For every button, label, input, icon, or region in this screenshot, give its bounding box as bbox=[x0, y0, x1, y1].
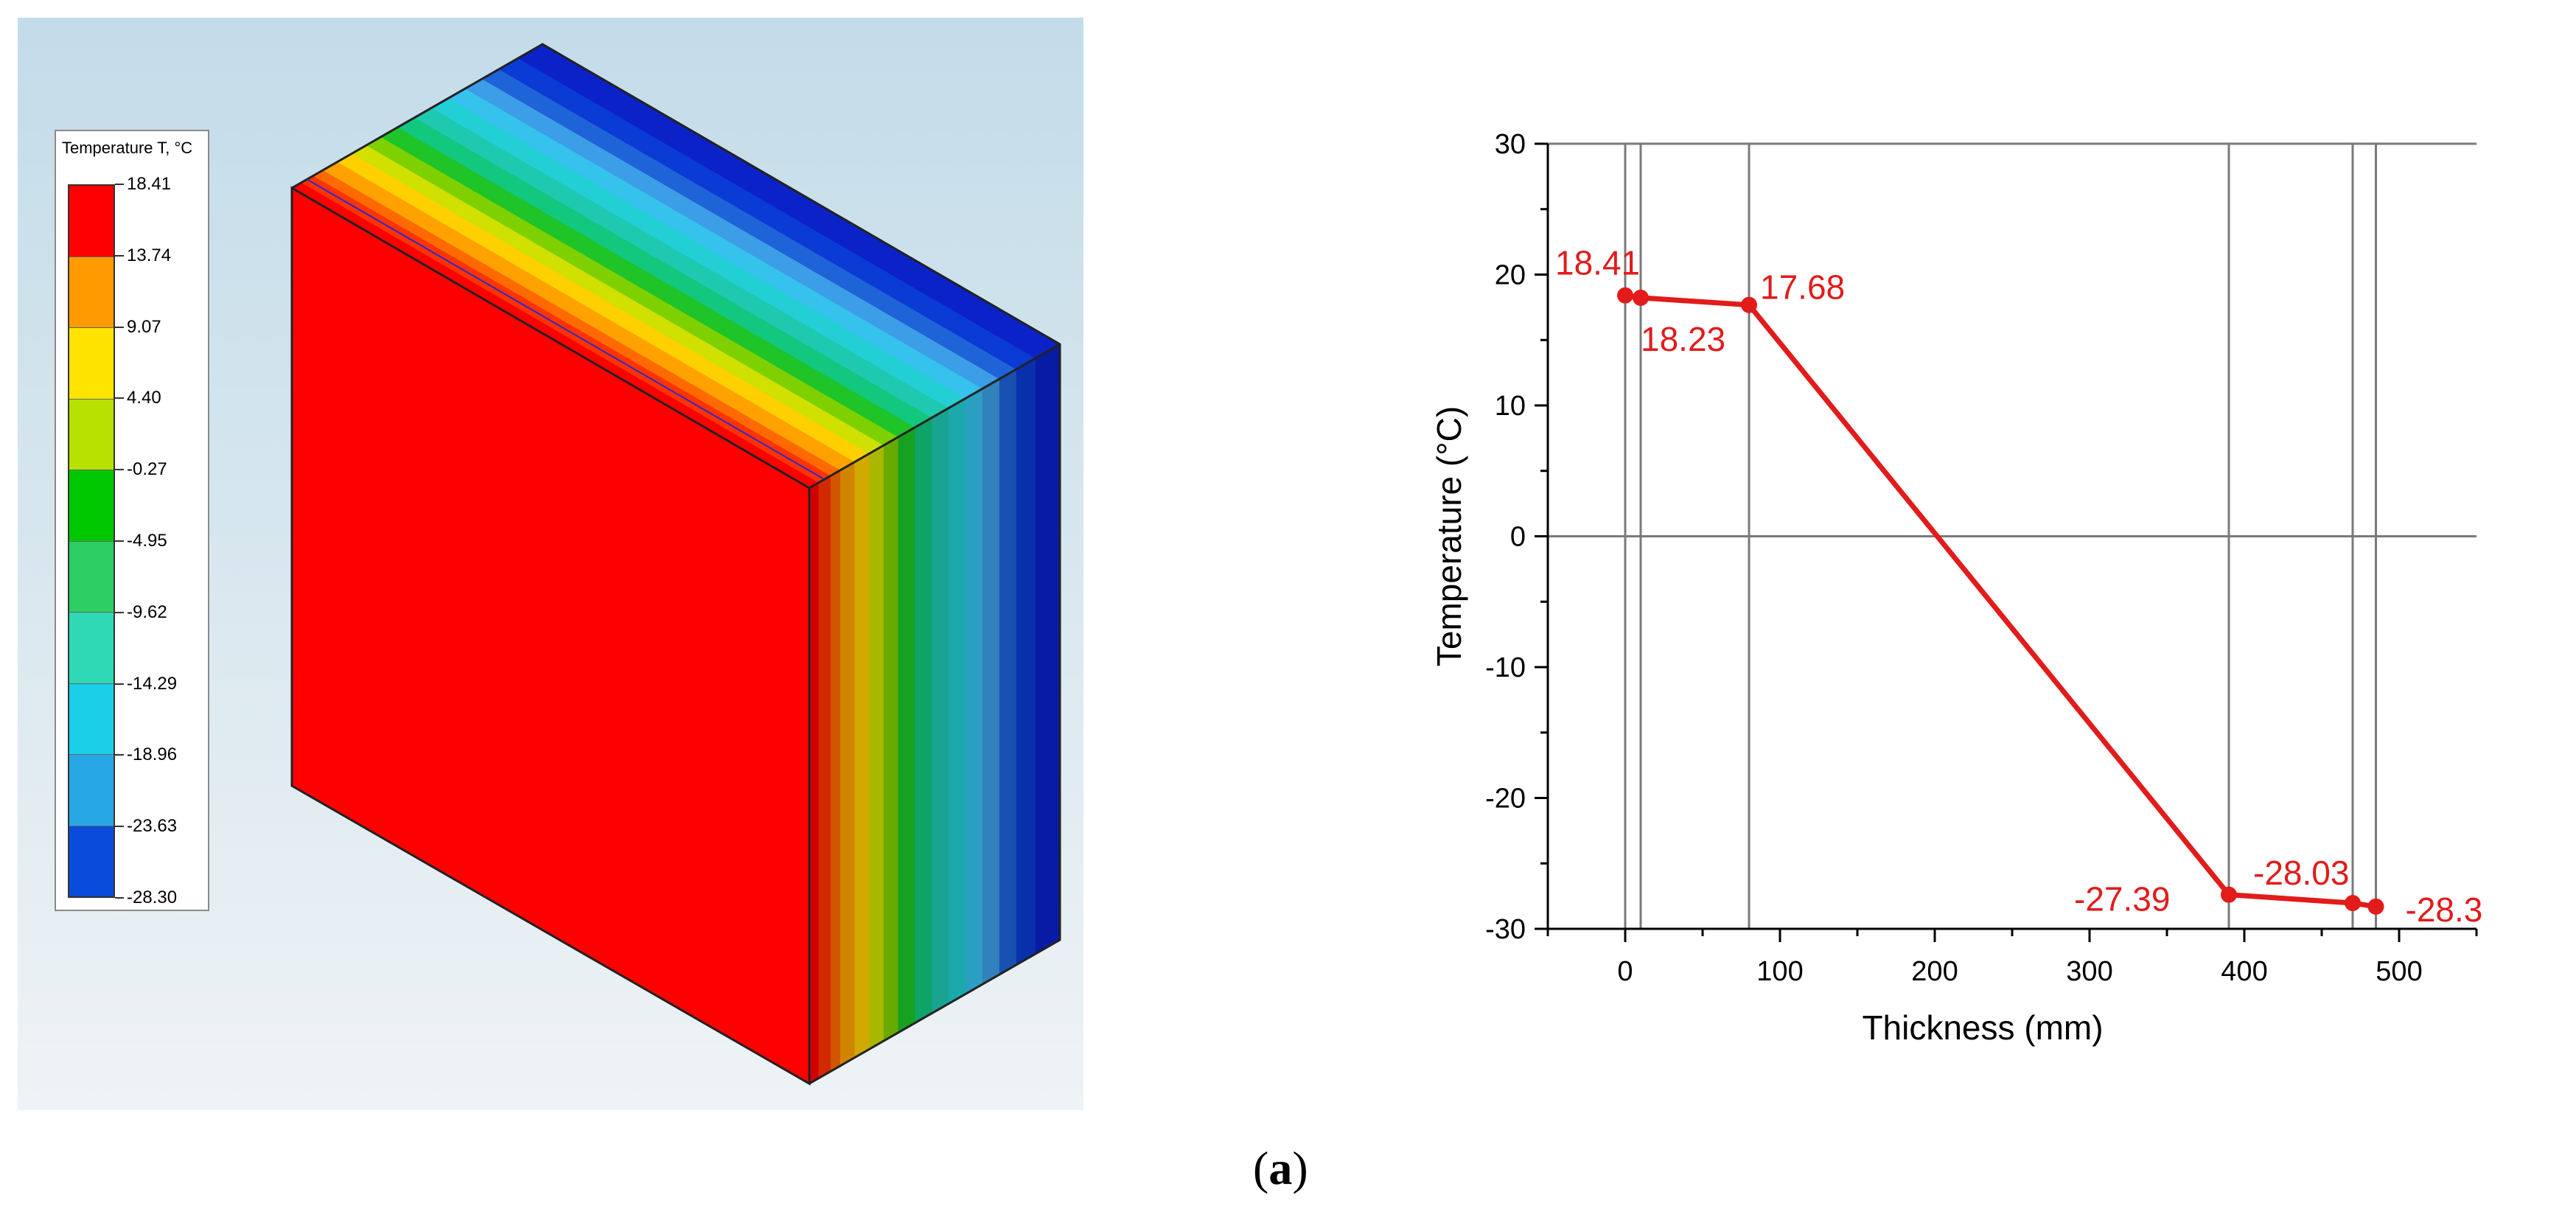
x-axis-title: Thickness (mm) bbox=[1862, 1008, 2103, 1047]
caption-letter: a bbox=[1268, 1142, 1293, 1194]
x-tick-label: 200 bbox=[1911, 956, 1958, 987]
legend-tick bbox=[115, 469, 124, 471]
data-label: 18.41 bbox=[1555, 244, 1640, 282]
legend-tick bbox=[115, 754, 124, 756]
data-label: 17.68 bbox=[1760, 268, 1845, 307]
y-tick-label: -10 bbox=[1485, 652, 1526, 683]
data-label: 18.23 bbox=[1641, 320, 1725, 358]
model-edge-line bbox=[306, 178, 825, 480]
x-tick-label: 400 bbox=[2221, 956, 2267, 987]
legend-tick bbox=[115, 254, 124, 257]
legend-label: -23.63 bbox=[127, 816, 178, 837]
legend-swatch bbox=[69, 470, 114, 542]
y-tick-label: -20 bbox=[1485, 784, 1526, 815]
legend-label: -14.29 bbox=[127, 673, 178, 694]
legend-swatch bbox=[69, 826, 114, 896]
data-point bbox=[2345, 895, 2361, 912]
legend-label: -0.27 bbox=[127, 459, 167, 480]
data-point bbox=[1633, 289, 1649, 306]
legend-color-bar bbox=[68, 184, 115, 898]
data-point bbox=[2221, 886, 2237, 903]
y-tick-label: 20 bbox=[1495, 260, 1526, 291]
data-point bbox=[2367, 898, 2384, 915]
legend-swatch bbox=[69, 399, 114, 470]
legend-tick bbox=[115, 683, 124, 685]
legend-swatch bbox=[69, 257, 114, 328]
legend-tick bbox=[115, 826, 124, 828]
temperature-profile-chart: 0 100 200 300 400 500 -30 -20 -10 0 10 20 30 Thicknes… bbox=[1430, 129, 2483, 1047]
model-edge bbox=[809, 343, 1061, 489]
y-tick-label: -30 bbox=[1485, 914, 1526, 945]
y-tick-label: 30 bbox=[1495, 129, 1526, 160]
data-label: -28.03 bbox=[2253, 854, 2349, 892]
legend-label: 9.07 bbox=[127, 316, 161, 337]
model-side-shade bbox=[809, 344, 1060, 1084]
legend-swatch bbox=[69, 613, 114, 684]
simulation-panel: Temperature T, °C 18.41 13.74 9.07 4.40 -0.2… bbox=[18, 18, 1083, 1110]
x-tick-label: 0 bbox=[1617, 956, 1633, 987]
legend-tick bbox=[115, 897, 124, 899]
legend-label: 4.40 bbox=[127, 388, 161, 408]
x-tick-label: 300 bbox=[2066, 956, 2112, 987]
caption-open: ( bbox=[1253, 1142, 1269, 1194]
legend-title: Temperature T, °C bbox=[62, 139, 193, 157]
legend-swatch bbox=[69, 328, 114, 400]
model-layers bbox=[290, 43, 1061, 1084]
legend-swatch bbox=[69, 755, 114, 826]
legend-tick bbox=[115, 540, 124, 542]
legend-label: -18.96 bbox=[127, 745, 178, 765]
legend-tick bbox=[115, 611, 124, 613]
legend-label: -28.30 bbox=[127, 888, 178, 907]
legend-swatch bbox=[69, 683, 114, 755]
data-point bbox=[1617, 287, 1633, 304]
legend-tick bbox=[115, 397, 124, 400]
x-tick-label: 100 bbox=[1756, 956, 1803, 987]
data-point bbox=[1741, 296, 1757, 313]
y-tick-label: 10 bbox=[1495, 391, 1526, 422]
temperature-legend: Temperature T, °C 18.41 13.74 9.07 4.40 -0.2… bbox=[55, 130, 209, 911]
legend-label: 18.41 bbox=[127, 174, 172, 194]
legend-tick bbox=[115, 184, 124, 185]
legend-swatch bbox=[69, 186, 114, 257]
legend-label: -9.62 bbox=[127, 602, 167, 622]
y-axis-title: Temperature (°C) bbox=[1430, 406, 1468, 666]
data-label: -28.3 bbox=[2406, 890, 2483, 929]
temperature-model-3d bbox=[290, 43, 1061, 1086]
x-tick-label: 500 bbox=[2376, 956, 2422, 987]
data-label: -27.39 bbox=[2074, 880, 2170, 919]
legend-label: -4.95 bbox=[127, 531, 167, 551]
figure-caption: (a) bbox=[1253, 1141, 1308, 1196]
series-line bbox=[1624, 293, 2377, 910]
y-tick-label: 0 bbox=[1510, 522, 1526, 553]
legend-label: 13.74 bbox=[127, 245, 172, 265]
legend-swatch bbox=[69, 541, 114, 613]
caption-close: ) bbox=[1292, 1142, 1308, 1194]
legend-tick bbox=[115, 326, 124, 328]
